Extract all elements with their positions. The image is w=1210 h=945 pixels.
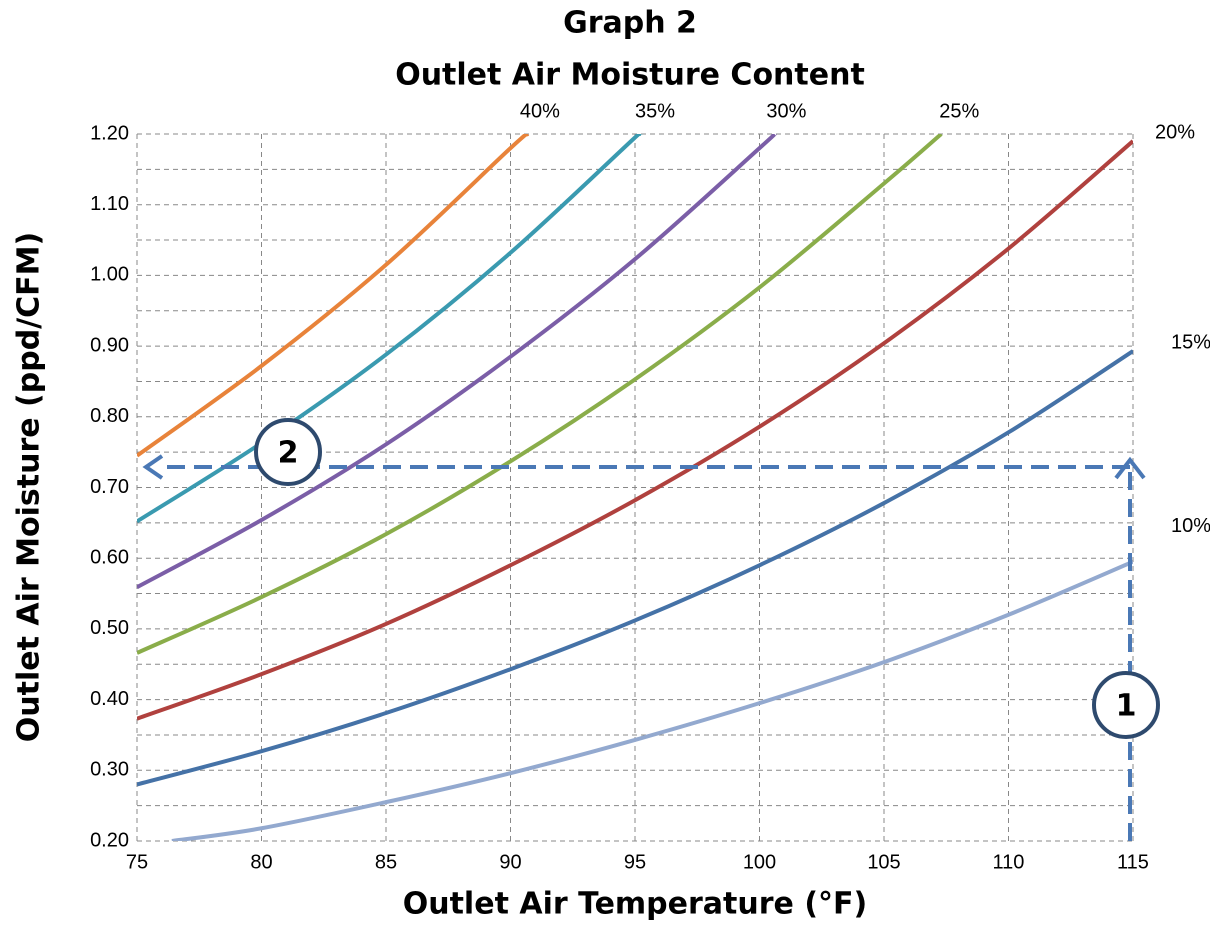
series-line: [137, 134, 643, 524]
series-line: [171, 559, 1133, 841]
y-tick-label: 0.40: [90, 688, 129, 710]
callout-label: 1: [1116, 689, 1137, 724]
chart-subtitle: Outlet Air Moisture Content: [395, 58, 865, 93]
arrow-head: [1114, 456, 1146, 480]
x-tick-label: 90: [499, 851, 521, 873]
callout-circle: [254, 418, 322, 486]
series-label: 30%: [766, 100, 806, 122]
y-tick-label: 1.00: [90, 264, 129, 286]
y-tick-label: 0.60: [90, 546, 129, 568]
callout-circle: [1092, 671, 1160, 739]
x-tick-label: 85: [375, 851, 397, 873]
y-tick-label: 0.90: [90, 334, 129, 356]
y-tick-label: 1.10: [90, 193, 129, 215]
x-tick-label: 75: [126, 851, 148, 873]
series-label: 20%: [1155, 121, 1195, 143]
annotation-arrows: 1 2: [142, 418, 1160, 841]
series-line: [137, 134, 530, 458]
y-tick-label: 0.30: [90, 759, 129, 781]
x-tick-label: 105: [867, 851, 900, 873]
x-tick-label: 95: [624, 851, 646, 873]
y-tick-label: 0.70: [90, 476, 129, 498]
x-tick-label: 100: [743, 851, 776, 873]
series-label: 35%: [635, 100, 675, 122]
y-axis-label: Outlet Air Moisture (ppd/CFM): [12, 232, 47, 742]
series-line: [137, 349, 1133, 787]
x-axis-label: Outlet Air Temperature (°F): [403, 887, 868, 922]
series-label: 10%: [1171, 515, 1210, 537]
callout-label: 2: [278, 436, 299, 471]
series-label: 15%: [1171, 331, 1210, 353]
series-line: [137, 134, 777, 589]
y-tick-label: 0.20: [90, 829, 129, 851]
x-tick-label: 110: [993, 851, 1025, 873]
labels: 0.20 0.30 0.40 0.50 0.60 0.70 0.80 0.90 1.00 1.10…: [90, 100, 1210, 873]
y-tick-label: 0.50: [90, 617, 129, 639]
grid: [136, 133, 1134, 842]
arrow-head: [142, 454, 164, 480]
series-label: 40%: [520, 100, 560, 122]
series-line: [137, 139, 1133, 721]
chart-title: Graph 2: [563, 6, 697, 41]
series-line: [137, 134, 943, 655]
x-tick-label: 80: [250, 851, 272, 873]
y-tick-label: 0.80: [90, 405, 129, 427]
y-tick-label: 1.20: [90, 122, 129, 144]
plot-area: [137, 134, 1133, 841]
series-label: 25%: [939, 100, 979, 122]
x-tick-label: 115: [1117, 851, 1149, 873]
